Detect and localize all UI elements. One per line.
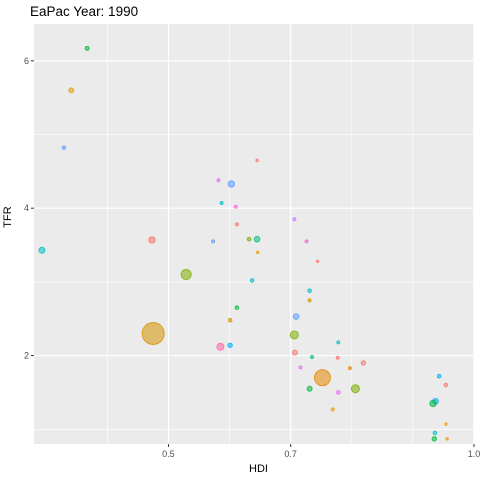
data-point (306, 385, 313, 392)
data-point (180, 269, 192, 281)
data-point (38, 246, 46, 254)
y-tick-label: 4 (24, 203, 29, 213)
data-point (310, 355, 315, 360)
data-point (307, 298, 312, 303)
data-point (233, 204, 238, 209)
data-point (227, 342, 233, 348)
data-point (141, 321, 165, 345)
data-points (38, 45, 449, 442)
data-point (445, 437, 449, 441)
data-point (249, 278, 255, 283)
data-point (350, 384, 360, 394)
data-point (432, 430, 438, 436)
data-point (315, 259, 320, 263)
data-point (360, 360, 367, 366)
y-tick-label: 6 (24, 56, 29, 66)
data-point (255, 250, 260, 255)
chart-title: EaPac Year: 1990 (30, 4, 139, 19)
data-point (313, 369, 331, 387)
plot-panel (34, 24, 474, 444)
data-point (436, 373, 442, 379)
data-point (227, 317, 233, 323)
data-point (443, 382, 449, 388)
data-point (298, 365, 303, 370)
data-point (246, 236, 252, 242)
data-point (291, 349, 298, 356)
data-point (335, 355, 340, 360)
data-point (347, 366, 352, 371)
x-tick-label: 0.7 (284, 449, 297, 459)
data-point (429, 399, 437, 408)
data-point (304, 239, 309, 244)
minor-gridlines (34, 24, 474, 444)
data-point (336, 340, 341, 345)
data-point (330, 407, 335, 412)
x-tick-label: 0.5 (162, 449, 175, 459)
data-point (234, 222, 239, 227)
data-point (444, 422, 448, 426)
data-point (211, 239, 216, 244)
data-point (289, 330, 299, 340)
y-axis-label: TFR (2, 206, 14, 228)
data-point (68, 87, 75, 94)
major-gridlines (34, 24, 475, 444)
data-point (148, 236, 156, 244)
data-point (336, 390, 341, 395)
data-point (234, 305, 240, 310)
data-point (255, 158, 259, 163)
data-point (227, 180, 236, 188)
data-point (61, 145, 67, 151)
data-point (307, 288, 312, 294)
y-tick-label: 2 (24, 351, 29, 361)
data-point (216, 342, 225, 351)
x-axis-label: HDI (249, 463, 268, 475)
data-point (292, 217, 297, 222)
data-point (216, 178, 221, 183)
data-point (253, 235, 261, 243)
data-point (219, 201, 224, 206)
data-point (292, 313, 300, 320)
x-tick-label: 1.0 (468, 449, 480, 459)
data-point (431, 436, 437, 442)
data-point (84, 45, 90, 51)
axis-ticks: 0.5 0.7 1.0 2 4 6 (24, 56, 480, 459)
